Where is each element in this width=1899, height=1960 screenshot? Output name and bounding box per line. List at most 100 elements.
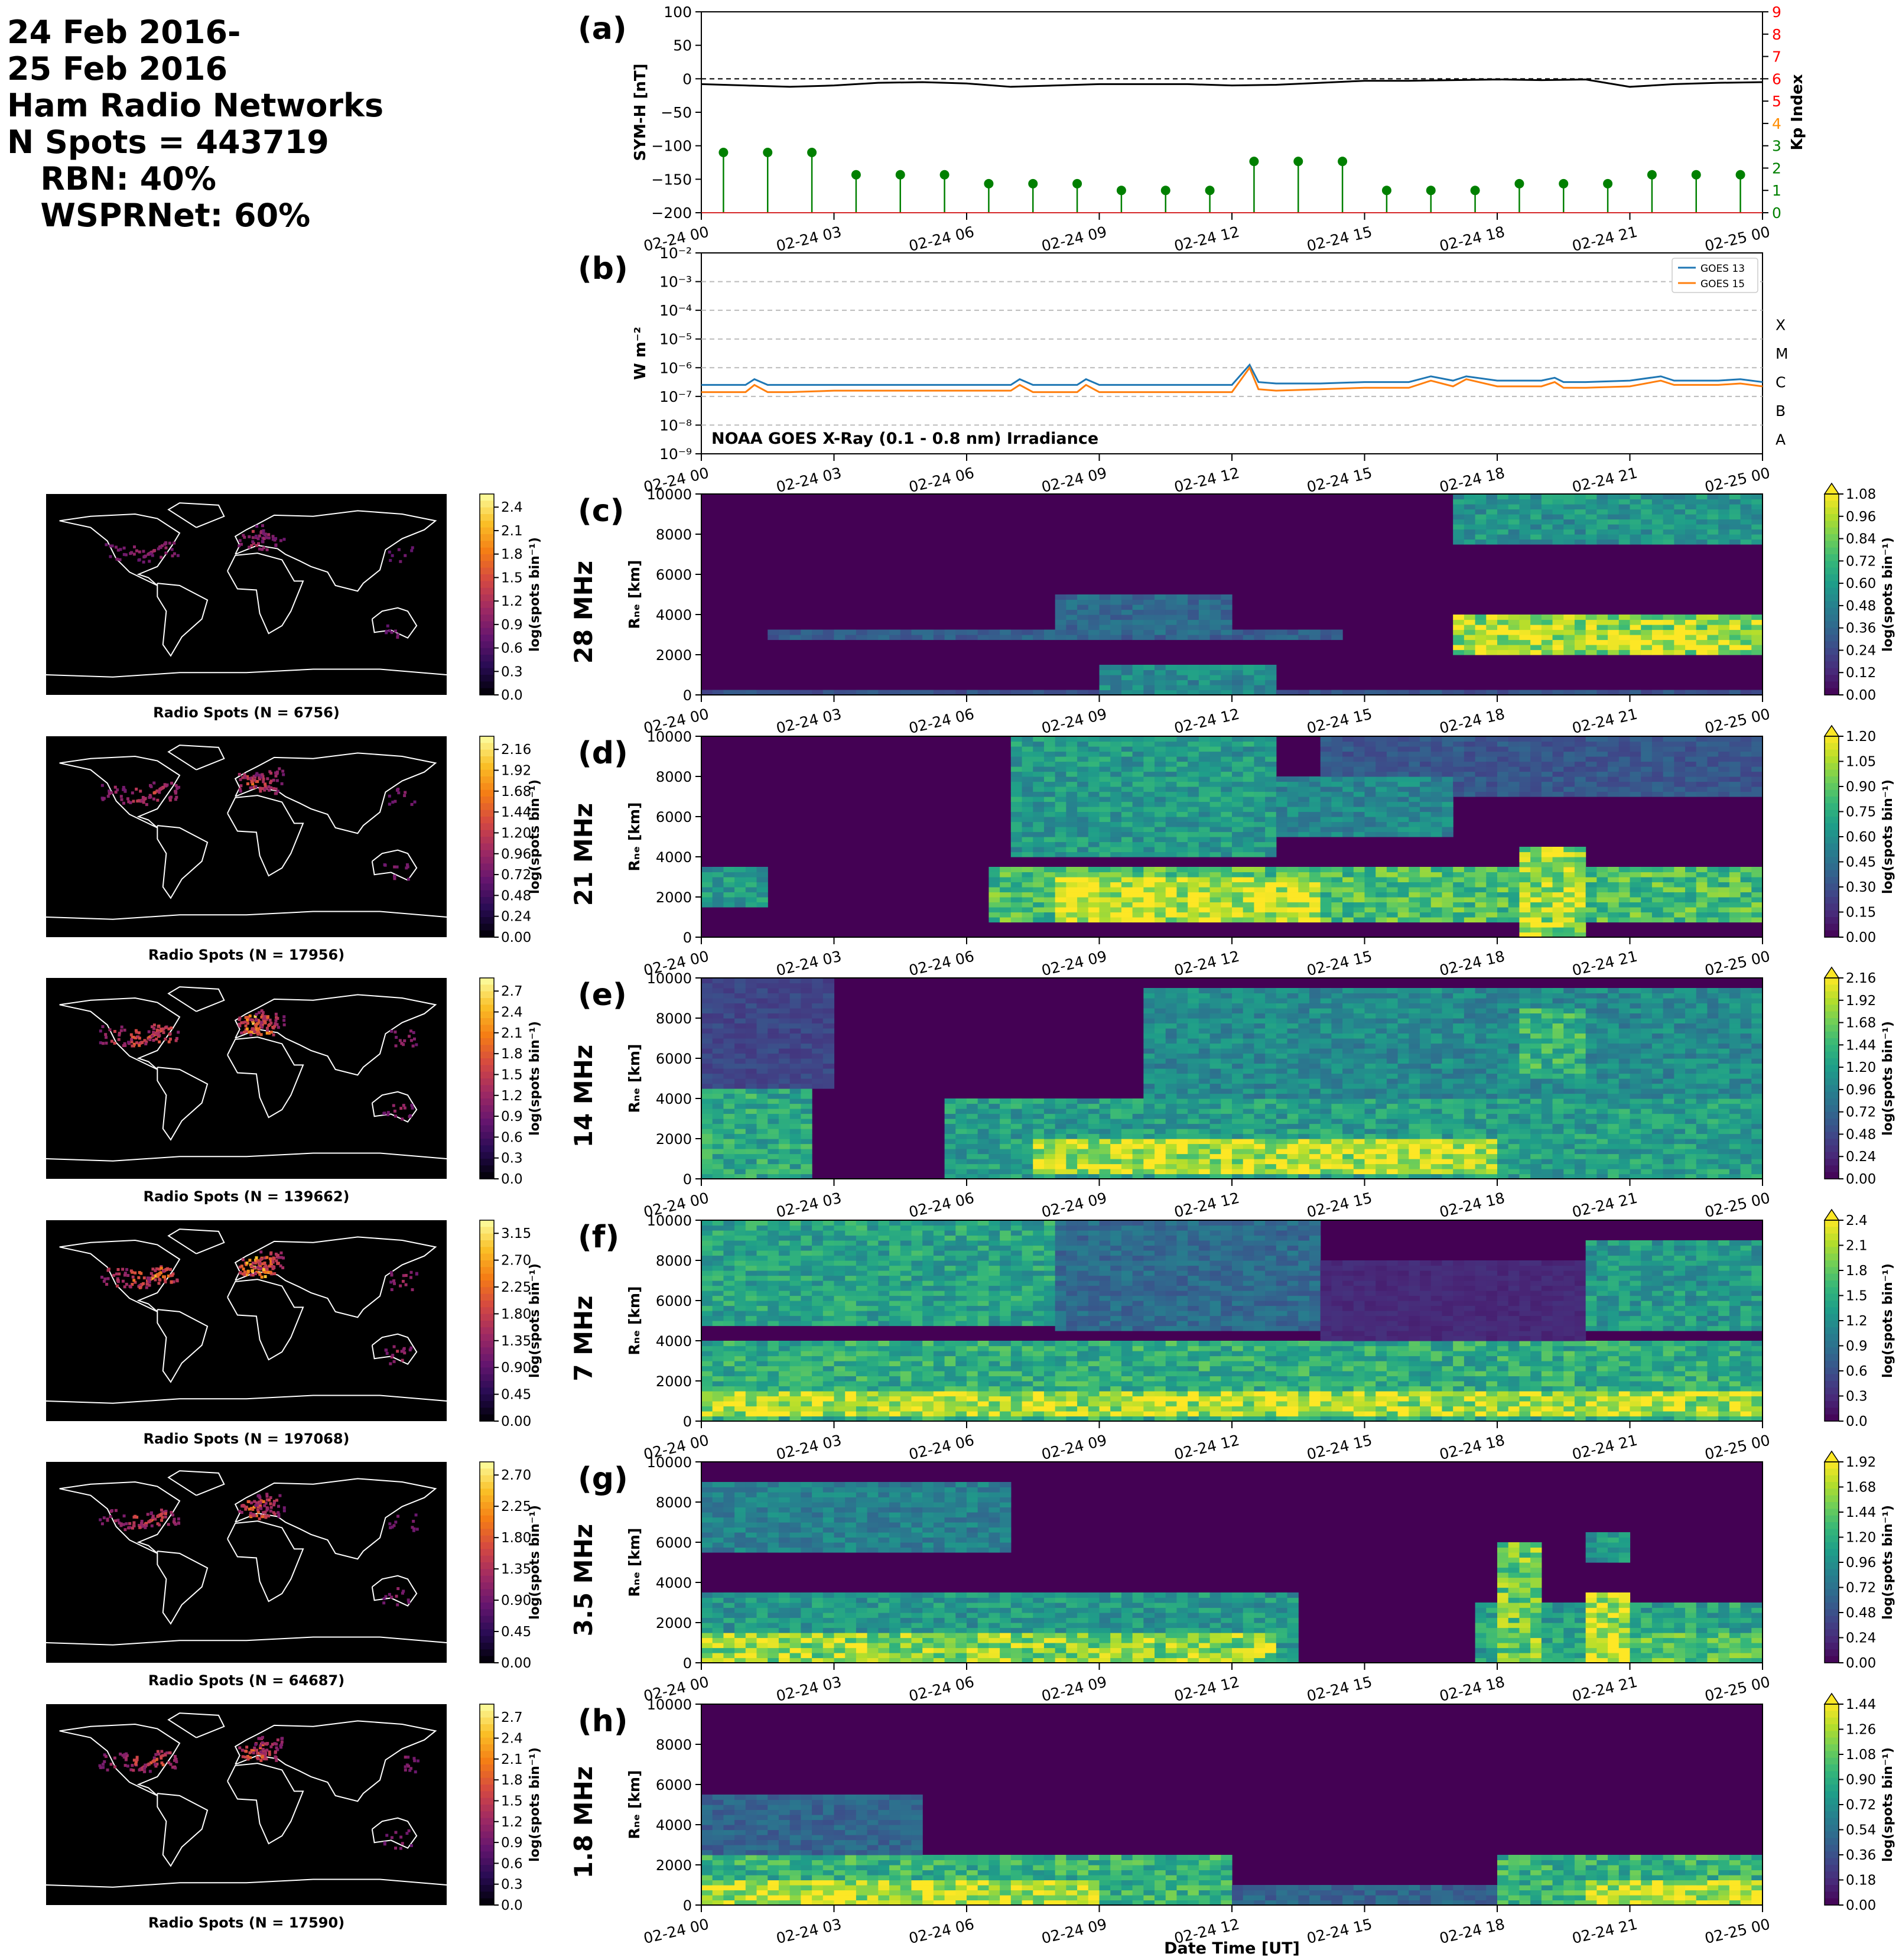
heatmap-cell — [1541, 494, 1553, 500]
heatmap-cell — [1696, 771, 1708, 777]
heatmap-cell — [1232, 685, 1244, 691]
heatmap-cell — [856, 690, 868, 695]
heatmap-cell — [1287, 690, 1299, 695]
heatmap-cell — [1143, 1098, 1155, 1104]
map-spot — [254, 534, 258, 538]
heatmap-cell — [1674, 887, 1686, 893]
heatmap-cell — [967, 1163, 978, 1169]
heatmap-cell — [1121, 867, 1133, 873]
heatmap-cell — [1486, 529, 1498, 535]
heatmap-cell — [812, 1033, 824, 1039]
heatmap-cell — [1232, 811, 1244, 817]
map-spot — [391, 801, 395, 804]
heatmap-cell — [1420, 751, 1432, 757]
heatmap-cell — [1055, 609, 1066, 615]
heatmap-cell — [1287, 1113, 1299, 1119]
heatmap-cell — [1718, 897, 1730, 903]
heatmap-cell — [1077, 756, 1089, 762]
heatmap-cell — [1552, 862, 1564, 867]
heatmap-cell — [1176, 801, 1188, 807]
map-spot — [256, 537, 260, 541]
heatmap-cell — [1265, 1068, 1277, 1074]
heatmap-cell — [1641, 639, 1653, 645]
heatmap-cell — [768, 1093, 779, 1099]
heatmap-cell — [1265, 907, 1277, 913]
heatmap-cell — [734, 1123, 746, 1129]
heatmap-cell — [1497, 776, 1509, 782]
heatmap-cell — [1088, 882, 1100, 888]
heatmap-cell — [1176, 1053, 1188, 1059]
y-tick-label: 10⁻⁶ — [659, 359, 692, 376]
heatmap-cell — [1630, 534, 1641, 540]
heatmap-cell — [1143, 736, 1155, 742]
heatmap-cell — [1099, 629, 1111, 635]
heatmap-cell — [1618, 514, 1631, 520]
map-spot — [144, 554, 147, 558]
heatmap-cell — [1696, 615, 1708, 620]
heatmap-cell — [1055, 1129, 1066, 1135]
heatmap-cell — [1088, 851, 1100, 857]
heatmap-cell — [1651, 761, 1664, 767]
heatmap-cell — [1276, 1013, 1288, 1019]
heatmap-cell — [1254, 917, 1266, 923]
colorbar-segment — [480, 903, 494, 911]
heatmap-cell — [1077, 917, 1089, 923]
heatmap-cell — [900, 635, 912, 641]
heatmap-cell — [1453, 907, 1465, 913]
y-tick-label: 4000 — [656, 849, 692, 866]
heatmap-cell — [1099, 619, 1111, 625]
spot-map-c: Radio Spots (N = 6756) — [45, 494, 447, 721]
heatmap-cell — [1298, 811, 1310, 817]
heatmap-cell — [723, 892, 735, 898]
heatmap-cell — [822, 1013, 835, 1019]
heatmap-cell — [1353, 797, 1365, 802]
heatmap-cell — [1685, 867, 1697, 873]
heatmap-cell — [1541, 912, 1553, 918]
heatmap-cell — [1221, 902, 1233, 908]
heatmap-cell — [1685, 907, 1697, 913]
heatmap-cell — [1751, 690, 1763, 695]
heatmap-cell — [1618, 639, 1631, 645]
heatmap-cell — [1132, 872, 1144, 877]
heatmap-cell — [1165, 897, 1178, 903]
heatmap-cell — [1209, 625, 1221, 630]
heatmap-cell — [1641, 629, 1653, 635]
heatmap-cell — [1519, 932, 1531, 938]
heatmap-cell — [1033, 736, 1045, 742]
heatmap-cell — [756, 1153, 768, 1159]
heatmap-cell — [1165, 841, 1178, 847]
heatmap-cell — [1209, 609, 1221, 615]
heatmap-cell — [1110, 761, 1122, 767]
heatmap-cell — [1132, 821, 1144, 827]
heatmap-cell — [1541, 887, 1553, 893]
heatmap-cell — [1718, 882, 1730, 888]
heatmap-cell — [1641, 746, 1653, 752]
heatmap-cell — [1254, 1068, 1266, 1074]
heatmap-cell — [1088, 1153, 1100, 1159]
colorbar-segment — [480, 554, 494, 561]
heatmap-cell — [1486, 912, 1498, 918]
heatmap-cell — [1077, 619, 1089, 625]
heatmap-cell — [1265, 847, 1277, 853]
heatmap-cell — [768, 1103, 779, 1109]
heatmap-cell — [1707, 791, 1719, 797]
heatmap-cell — [1132, 877, 1144, 883]
heatmap-cell — [745, 993, 757, 999]
heatmap-cell — [1287, 1018, 1299, 1024]
heatmap-cell — [1364, 690, 1376, 695]
colorbar-tick-label: 1.68 — [501, 784, 531, 799]
heatmap-cell — [1486, 761, 1498, 767]
heatmap-cell — [756, 1023, 768, 1029]
heatmap-cell — [1287, 912, 1299, 918]
heatmap-cell — [1618, 635, 1631, 641]
heatmap-cell — [1243, 1048, 1255, 1054]
heatmap-cell — [1685, 615, 1697, 620]
heatmap-cell — [1386, 751, 1399, 757]
heatmap-cell — [1608, 912, 1620, 918]
heatmap-cell — [1364, 807, 1376, 812]
heatmap-cell — [922, 635, 934, 641]
map-spot — [388, 629, 392, 632]
heatmap-cell — [1287, 892, 1299, 898]
heatmap-cell — [701, 1073, 713, 1079]
heatmap-cell — [1541, 907, 1553, 913]
